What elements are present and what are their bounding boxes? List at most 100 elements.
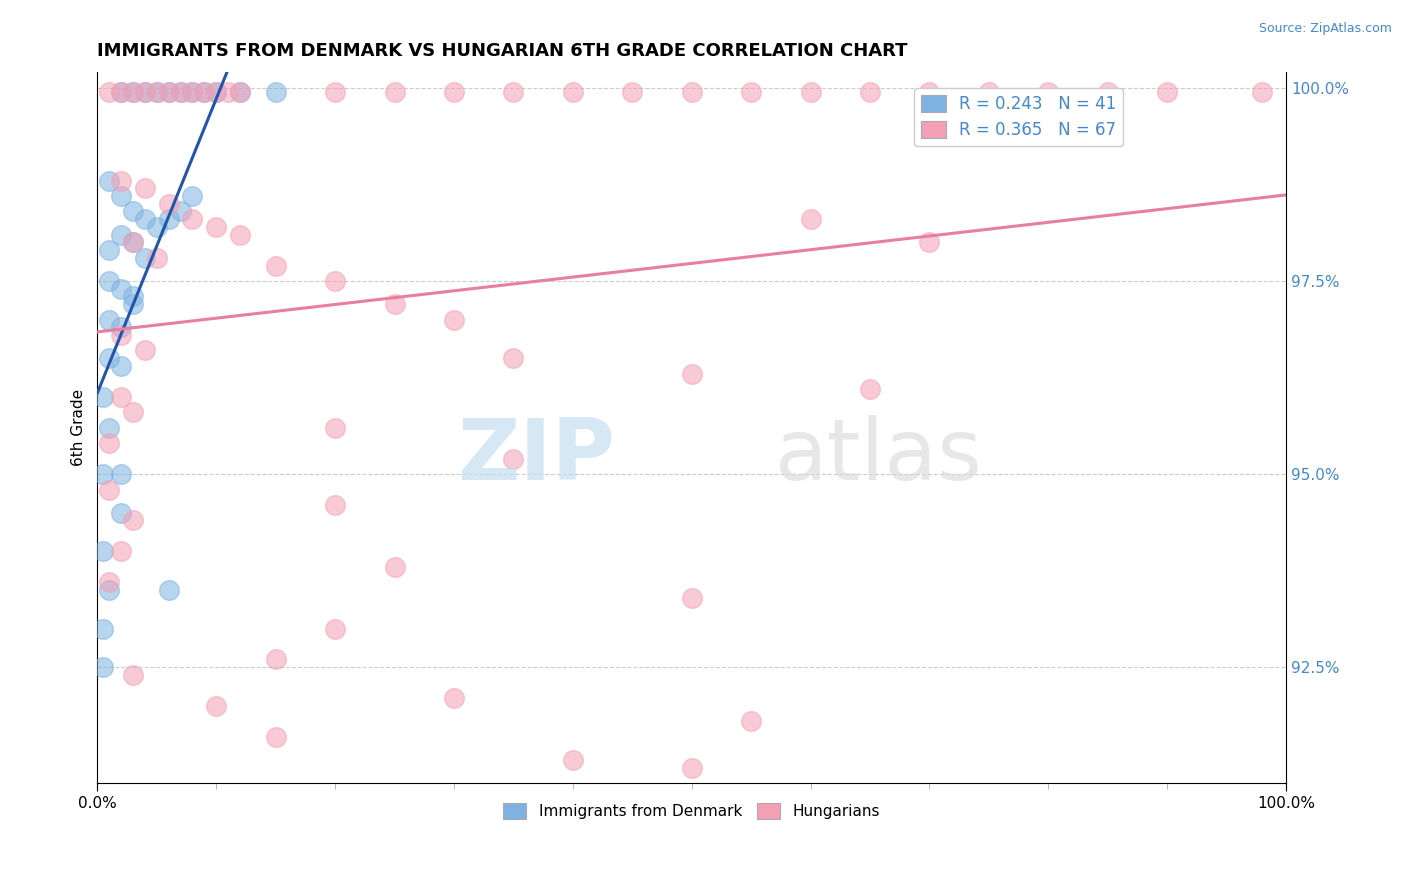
Point bbox=[91, 622, 114, 636]
Point bbox=[799, 212, 821, 227]
Point bbox=[122, 235, 145, 250]
Point bbox=[122, 297, 145, 311]
Point bbox=[799, 85, 821, 99]
Point bbox=[229, 227, 252, 242]
Point bbox=[621, 85, 644, 99]
Point bbox=[193, 85, 215, 99]
Point bbox=[169, 204, 191, 219]
Point bbox=[205, 219, 228, 234]
Point bbox=[110, 328, 132, 343]
Point bbox=[91, 467, 114, 481]
Point bbox=[681, 761, 703, 775]
Point bbox=[122, 289, 145, 303]
Point bbox=[110, 390, 132, 404]
Text: IMMIGRANTS FROM DENMARK VS HUNGARIAN 6TH GRADE CORRELATION CHART: IMMIGRANTS FROM DENMARK VS HUNGARIAN 6TH… bbox=[97, 42, 908, 60]
Point bbox=[110, 173, 132, 187]
Point bbox=[561, 85, 583, 99]
Point bbox=[217, 85, 239, 99]
Point bbox=[98, 274, 121, 288]
Point bbox=[134, 251, 156, 265]
Point bbox=[502, 351, 524, 366]
Point bbox=[384, 85, 406, 99]
Point bbox=[110, 506, 132, 520]
Point bbox=[681, 85, 703, 99]
Point bbox=[110, 85, 132, 99]
Point bbox=[181, 189, 204, 203]
Point bbox=[561, 753, 583, 767]
Point bbox=[98, 85, 121, 99]
Point bbox=[1038, 85, 1060, 99]
Point bbox=[98, 575, 121, 590]
Point bbox=[91, 544, 114, 558]
Point bbox=[205, 85, 228, 99]
Point bbox=[918, 85, 941, 99]
Point bbox=[122, 513, 145, 527]
Point bbox=[169, 85, 191, 99]
Point bbox=[146, 251, 169, 265]
Point bbox=[443, 85, 465, 99]
Point bbox=[91, 660, 114, 674]
Point bbox=[384, 297, 406, 311]
Point bbox=[122, 405, 145, 419]
Point bbox=[205, 85, 228, 99]
Point bbox=[146, 85, 169, 99]
Point bbox=[157, 85, 180, 99]
Point bbox=[91, 390, 114, 404]
Point bbox=[98, 173, 121, 187]
Point bbox=[1156, 85, 1178, 99]
Point bbox=[157, 212, 180, 227]
Point bbox=[264, 652, 287, 666]
Point bbox=[443, 691, 465, 706]
Point bbox=[918, 235, 941, 250]
Point bbox=[122, 668, 145, 682]
Point bbox=[134, 85, 156, 99]
Point bbox=[977, 85, 1000, 99]
Point bbox=[122, 204, 145, 219]
Point bbox=[98, 421, 121, 435]
Point bbox=[323, 85, 346, 99]
Point bbox=[323, 622, 346, 636]
Point bbox=[110, 85, 132, 99]
Point bbox=[859, 382, 882, 396]
Point bbox=[323, 274, 346, 288]
Point bbox=[122, 235, 145, 250]
Point bbox=[122, 85, 145, 99]
Point bbox=[443, 312, 465, 326]
Point bbox=[740, 714, 762, 729]
Point bbox=[229, 85, 252, 99]
Point bbox=[323, 498, 346, 512]
Point bbox=[122, 85, 145, 99]
Text: Source: ZipAtlas.com: Source: ZipAtlas.com bbox=[1258, 22, 1392, 36]
Point bbox=[859, 85, 882, 99]
Point bbox=[264, 730, 287, 744]
Point bbox=[384, 559, 406, 574]
Point bbox=[110, 189, 132, 203]
Point bbox=[110, 544, 132, 558]
Point bbox=[98, 582, 121, 597]
Y-axis label: 6th Grade: 6th Grade bbox=[72, 389, 86, 467]
Point bbox=[181, 85, 204, 99]
Point bbox=[502, 85, 524, 99]
Point bbox=[98, 312, 121, 326]
Point bbox=[181, 85, 204, 99]
Point bbox=[110, 320, 132, 334]
Text: atlas: atlas bbox=[775, 415, 983, 498]
Point bbox=[502, 451, 524, 466]
Text: ZIP: ZIP bbox=[457, 415, 614, 498]
Point bbox=[740, 85, 762, 99]
Point bbox=[134, 343, 156, 358]
Point bbox=[110, 282, 132, 296]
Point bbox=[229, 85, 252, 99]
Point bbox=[146, 85, 169, 99]
Point bbox=[110, 467, 132, 481]
Point bbox=[205, 698, 228, 713]
Point bbox=[98, 243, 121, 257]
Point bbox=[264, 259, 287, 273]
Point bbox=[681, 367, 703, 381]
Point bbox=[98, 483, 121, 497]
Point bbox=[98, 436, 121, 450]
Point bbox=[110, 359, 132, 373]
Point bbox=[169, 85, 191, 99]
Point bbox=[98, 351, 121, 366]
Point bbox=[110, 227, 132, 242]
